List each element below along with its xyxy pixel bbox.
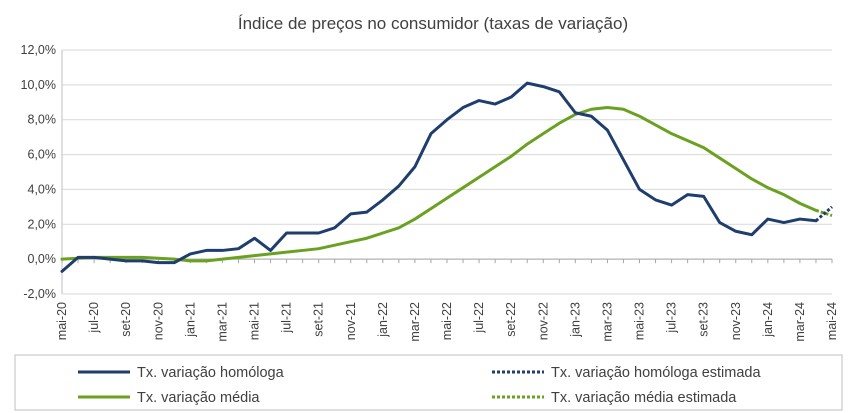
x-tick-label: mai-22 (440, 302, 454, 340)
series-line-homologa (60, 81, 818, 273)
x-tick-label: nov-21 (344, 302, 358, 340)
x-axis: mai-20 jul-20 set-20 nov-20 jan-21 mar-21 mai-… (55, 258, 839, 342)
x-tick-label: jul-22 (472, 302, 486, 334)
x-tick-label: jul-21 (280, 302, 294, 334)
x-tick-label: jan-22 (376, 302, 390, 338)
y-axis: -2,0% 0,0% 2,0% 4,0% 6,0% 8,0% 10,0% 12,0% (21, 43, 63, 301)
y-tick-label: 12,0% (21, 43, 56, 57)
x-tick-label: mar-22 (408, 302, 422, 342)
x-tick-label: nov-23 (729, 302, 743, 340)
x-tick-label: mar-21 (215, 302, 229, 342)
legend-box (14, 354, 843, 411)
series-line-homologa-estimada (814, 205, 833, 222)
x-tick-label: jan-23 (568, 302, 582, 338)
series-line-media (60, 106, 818, 263)
legend-label-homologa-estimada: Tx. variação homóloga estimada (551, 365, 761, 381)
x-tick-label: jul-23 (665, 302, 679, 334)
x-tick-label: jan-24 (761, 302, 775, 338)
y-tick-label: 0,0% (28, 252, 57, 266)
x-tick-label: mai-21 (248, 302, 262, 340)
chart-title: Índice de preços no consumidor (taxas de… (238, 14, 628, 33)
x-tick-label: mai-23 (633, 302, 647, 340)
x-tick-label: nov-22 (536, 302, 550, 340)
legend-label-media-estimada: Tx. variação média estimada (551, 390, 737, 406)
y-tick-label: 8,0% (28, 113, 57, 127)
x-tick-label: jan-21 (183, 302, 197, 338)
x-tick-label: set-21 (312, 302, 326, 337)
x-tick-label: mar-24 (793, 302, 807, 342)
y-tick-label: 10,0% (21, 78, 56, 92)
series-layer (60, 81, 833, 273)
legend-label-homologa: Tx. variação homóloga (137, 365, 285, 381)
legend: Tx. variação homóloga Tx. variação homól… (14, 354, 843, 411)
x-tick-label: mar-23 (600, 302, 614, 342)
series-line-media-estimada (815, 208, 833, 217)
x-tick-label: set-20 (119, 302, 133, 337)
x-tick-label: mai-20 (55, 302, 69, 340)
x-tick-label: nov-20 (151, 302, 165, 340)
x-tick-label: jul-20 (87, 302, 101, 334)
y-tick-label: 4,0% (28, 182, 57, 196)
x-tick-label: set-23 (697, 302, 711, 337)
x-tick-label: set-22 (504, 302, 518, 337)
x-tick-label: mai-24 (825, 302, 839, 340)
gridlines (62, 49, 832, 295)
legend-label-media: Tx. variação média (137, 390, 260, 406)
y-tick-label: 6,0% (28, 148, 57, 162)
y-tick-label: 2,0% (28, 217, 57, 231)
y-tick-label: -2,0% (23, 287, 56, 301)
